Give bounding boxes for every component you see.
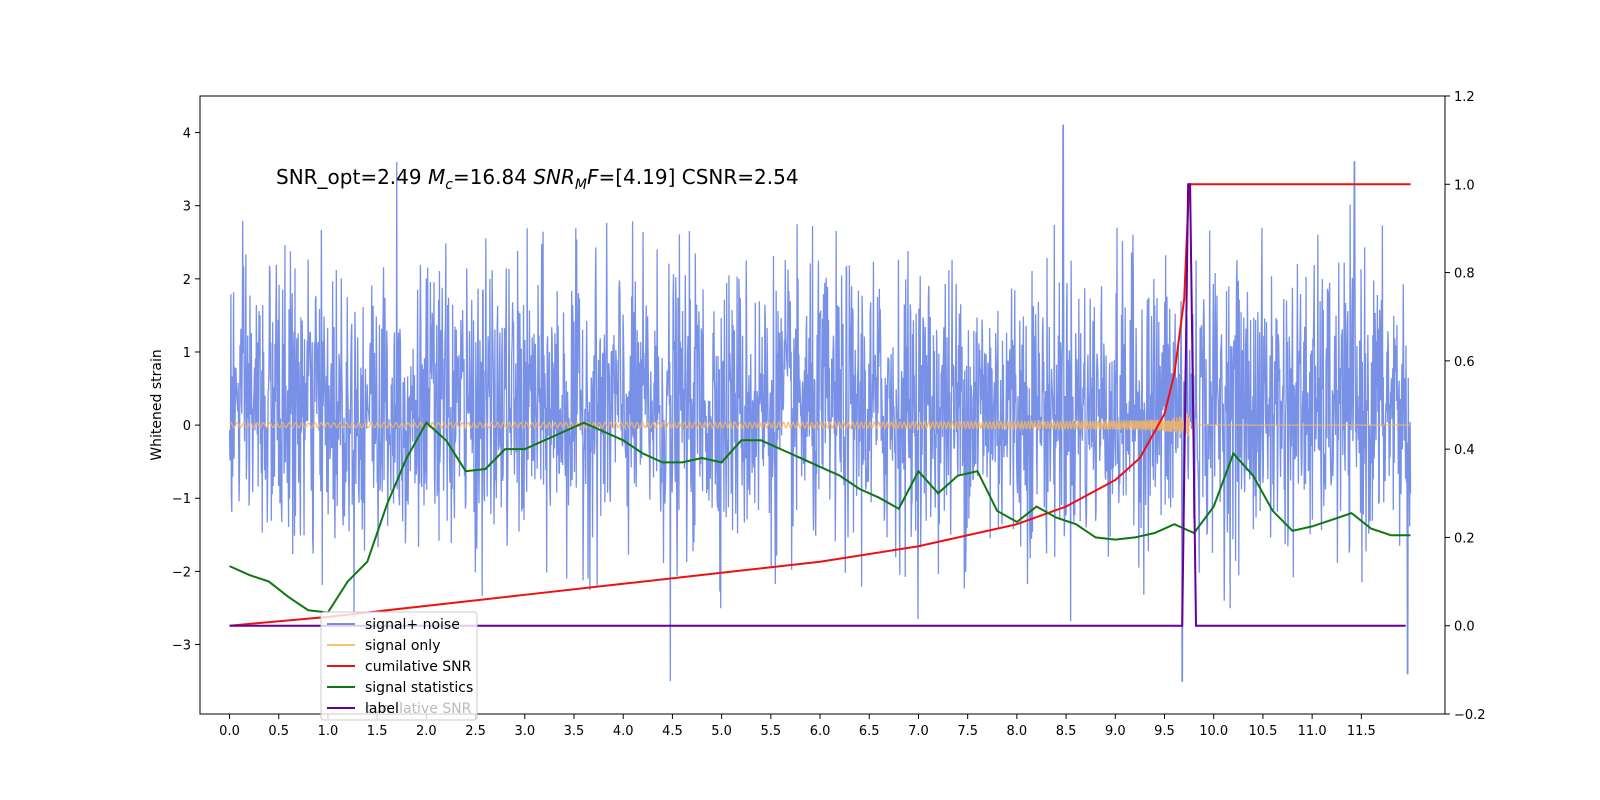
x-tick-label: 8.5 (1056, 724, 1077, 739)
x-tick-label: 10.0 (1199, 724, 1228, 739)
x-tick-label: 7.5 (957, 724, 978, 739)
annotation-mc-subscript: c (445, 177, 453, 193)
annotation-snr-subscript: M (575, 177, 587, 193)
x-tick-label: 10.5 (1248, 724, 1277, 739)
y-right-tick-label: −0.2 (1454, 708, 1486, 723)
x-tick-label: 1.5 (367, 724, 388, 739)
y-left-tick-label: −2 (172, 565, 191, 580)
x-tick-label: 3.5 (564, 724, 585, 739)
x-tick-label: 0.5 (268, 724, 289, 739)
x-tick-label: 2.5 (465, 724, 486, 739)
y-right-tick-label: 0.2 (1454, 531, 1475, 546)
y-left-tick-label: −1 (172, 492, 191, 507)
legend: cumilative SNR signal+ noise signal only c… (320, 611, 478, 721)
annotation-snr-f: F (587, 165, 599, 189)
legend-label-cumulative-snr: cumilative SNR (365, 659, 472, 675)
series-label-line (229, 183, 1406, 627)
legend-ghost-label: cumilative SNR (365, 701, 472, 717)
y-right-tick-label: 0.4 (1454, 443, 1475, 458)
x-tick-label: 5.5 (760, 724, 781, 739)
y-right-tick-label: 0.6 (1454, 355, 1475, 370)
x-tick-label: 5.0 (711, 724, 732, 739)
y-left-tick-label: 3 (183, 200, 191, 215)
y-axis-right: 1.2 1.0 0.8 0.6 0.4 0.2 0.0 −0.2 (1445, 90, 1486, 723)
legend-label-label: label (365, 701, 399, 717)
x-tick-label: 6.0 (810, 724, 831, 739)
y-axis-left: 4 3 2 1 0 −1 −2 −3 (172, 127, 200, 654)
x-tick-label: 3.0 (514, 724, 535, 739)
x-tick-label: 9.5 (1154, 724, 1175, 739)
series-layer (228, 124, 1412, 682)
y-left-tick-label: −3 (172, 639, 191, 654)
series-cumulative-snr-line (229, 183, 1411, 627)
y-right-tick-label: 0.0 (1454, 620, 1475, 635)
x-tick-label: 6.5 (859, 724, 880, 739)
x-tick-label: 4.5 (662, 724, 683, 739)
y-left-tick-label: 0 (183, 419, 191, 434)
x-tick-label: 4.0 (613, 724, 634, 739)
annotation-snr-symbol: SNR (533, 165, 575, 189)
series-signal-only-line (228, 412, 1411, 438)
annotation-mc-value: =16.84 (453, 165, 533, 189)
legend-label-signal-noise: signal+ noise (365, 617, 460, 633)
x-tick-label: 1.0 (318, 724, 339, 739)
y-axis-label: Whitened strain (149, 349, 165, 460)
annotation-mc-symbol: M (428, 165, 445, 189)
series-signal-noise-line (228, 124, 1412, 682)
x-tick-label: 0.0 (219, 724, 240, 739)
y-right-tick-label: 1.0 (1454, 178, 1475, 193)
chart-annotation: SNR_opt=2.49 Mc=16.84 SNRMF=[4.19] CSNR=… (276, 165, 799, 193)
y-right-tick-label: 1.2 (1454, 90, 1475, 105)
y-left-tick-label: 4 (183, 127, 191, 142)
x-tick-label: 11.5 (1347, 724, 1376, 739)
legend-label-signal-statistics: signal statistics (365, 680, 473, 696)
plot-frame (199, 95, 1446, 715)
y-left-tick-label: 1 (183, 346, 191, 361)
x-tick-label: 2.0 (416, 724, 437, 739)
annotation-snr-opt: SNR_opt=2.49 (276, 165, 428, 189)
legend-label-signal-only: signal only (365, 638, 440, 654)
x-tick-label: 8.0 (1007, 724, 1028, 739)
y-right-tick-label: 0.8 (1454, 267, 1475, 282)
y-left-tick-label: 2 (183, 273, 191, 288)
x-tick-label: 11.0 (1298, 724, 1327, 739)
legend-box (320, 611, 478, 721)
annotation-csnr: =[4.19] CSNR=2.54 (599, 165, 799, 189)
x-axis: 0.0 0.5 1.0 1.5 2.0 2.5 3.0 3.5 4.0 4.5 5.0 5.5 6.0 6… (219, 714, 1376, 739)
x-tick-label: 7.0 (908, 724, 929, 739)
x-tick-label: 9.0 (1105, 724, 1126, 739)
